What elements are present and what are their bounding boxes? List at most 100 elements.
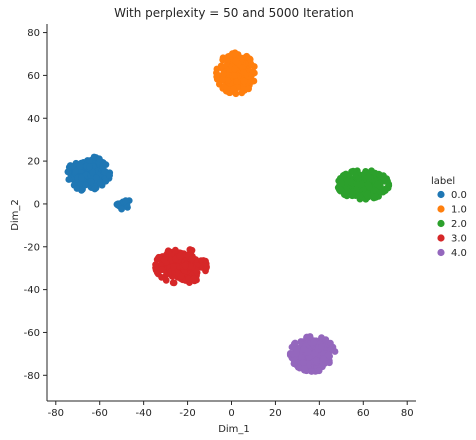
y-tick-label: -80 — [24, 371, 40, 382]
data-point — [190, 275, 198, 283]
y-tick-label: 0 — [34, 199, 40, 210]
data-point — [73, 185, 81, 192]
data-point — [220, 70, 228, 78]
y-tick-label: 80 — [27, 28, 40, 39]
y-tick-label: -20 — [24, 242, 40, 253]
y-tick-label: 40 — [27, 114, 40, 125]
data-point — [380, 176, 388, 184]
data-point — [90, 153, 98, 161]
data-point — [249, 68, 257, 75]
data-point — [364, 190, 371, 198]
data-point — [233, 78, 241, 86]
data-point — [185, 275, 192, 283]
series-0.0 — [64, 153, 133, 213]
x-axis-label: Dim_1 — [218, 424, 250, 435]
x-tick-label: 40 — [313, 408, 326, 419]
legend-marker — [437, 205, 445, 213]
data-point — [306, 333, 314, 340]
data-point — [181, 262, 189, 270]
data-point — [96, 179, 104, 186]
series-4.0 — [286, 333, 339, 375]
data-point — [213, 75, 221, 83]
data-point — [299, 359, 307, 366]
data-point — [232, 90, 240, 98]
series-2.0 — [334, 167, 393, 203]
y-tick-label: -40 — [24, 285, 40, 296]
legend-label: 4.0 — [451, 248, 467, 259]
x-tick-label: 0 — [228, 408, 234, 419]
x-tick-label: -60 — [92, 408, 108, 419]
data-point — [86, 157, 93, 165]
data-point — [318, 334, 325, 342]
data-point — [170, 263, 177, 271]
data-point — [223, 56, 231, 64]
axes-layer: -80 -60 -40 -20 0 20 40 60 80 -80 -60 -40 -20 0 20 40 60… — [24, 24, 416, 419]
data-point — [158, 274, 166, 281]
data-point — [341, 191, 348, 199]
y-tick-label: 20 — [27, 157, 40, 168]
data-point — [66, 162, 74, 169]
legend-label: 3.0 — [451, 234, 467, 245]
data-point — [231, 65, 239, 73]
legend-label: 2.0 — [451, 219, 467, 230]
data-point — [187, 263, 194, 270]
legend-label: 1.0 — [451, 205, 467, 216]
data-point — [176, 252, 184, 260]
data-point — [238, 89, 246, 97]
data-point — [320, 355, 327, 363]
series-3.0 — [152, 246, 210, 287]
data-point — [158, 266, 166, 273]
data-point — [365, 173, 372, 181]
data-point — [315, 367, 323, 375]
data-point — [324, 351, 332, 359]
y-axis-label: Dim_2 — [10, 199, 21, 231]
data-point — [356, 192, 363, 200]
data-point — [122, 197, 130, 205]
data-point — [78, 174, 85, 182]
legend: label 0.0 1.0 2.0 3.0 4.0 — [431, 176, 467, 259]
data-point — [377, 183, 384, 190]
data-point — [310, 338, 318, 346]
data-point — [164, 247, 172, 255]
x-tick-label: -20 — [179, 408, 195, 419]
data-point — [232, 57, 240, 65]
x-tick-label: 20 — [269, 408, 282, 419]
x-tick-label: 80 — [401, 408, 414, 419]
data-point — [65, 176, 73, 183]
data-point — [240, 77, 248, 85]
data-point — [349, 188, 356, 196]
data-point — [247, 61, 255, 68]
data-point — [293, 346, 301, 354]
data-point — [118, 205, 125, 213]
data-point — [250, 77, 258, 85]
data-point — [160, 256, 168, 264]
data-point — [365, 183, 373, 191]
data-point — [102, 177, 110, 185]
data-point — [347, 178, 355, 186]
data-point — [172, 246, 179, 254]
data-point — [372, 193, 379, 201]
data-point — [203, 263, 210, 271]
data-point — [87, 178, 95, 186]
data-point — [231, 72, 238, 79]
data-point — [308, 368, 316, 375]
data-point — [245, 85, 253, 93]
data-point — [318, 343, 325, 351]
y-tick-label: -60 — [24, 328, 40, 339]
legend-marker — [437, 219, 445, 228]
data-point — [334, 184, 342, 192]
data-point — [177, 272, 185, 280]
data-point — [349, 167, 357, 175]
data-point — [290, 360, 298, 367]
data-point — [305, 353, 313, 361]
x-tick-label: -80 — [48, 408, 64, 419]
legend-label: 0.0 — [451, 190, 467, 201]
data-point — [381, 187, 389, 195]
legend-marker — [437, 190, 445, 199]
data-point — [312, 356, 320, 364]
x-tick-label: 60 — [357, 408, 370, 419]
data-point — [219, 76, 227, 83]
data-point — [304, 348, 312, 356]
